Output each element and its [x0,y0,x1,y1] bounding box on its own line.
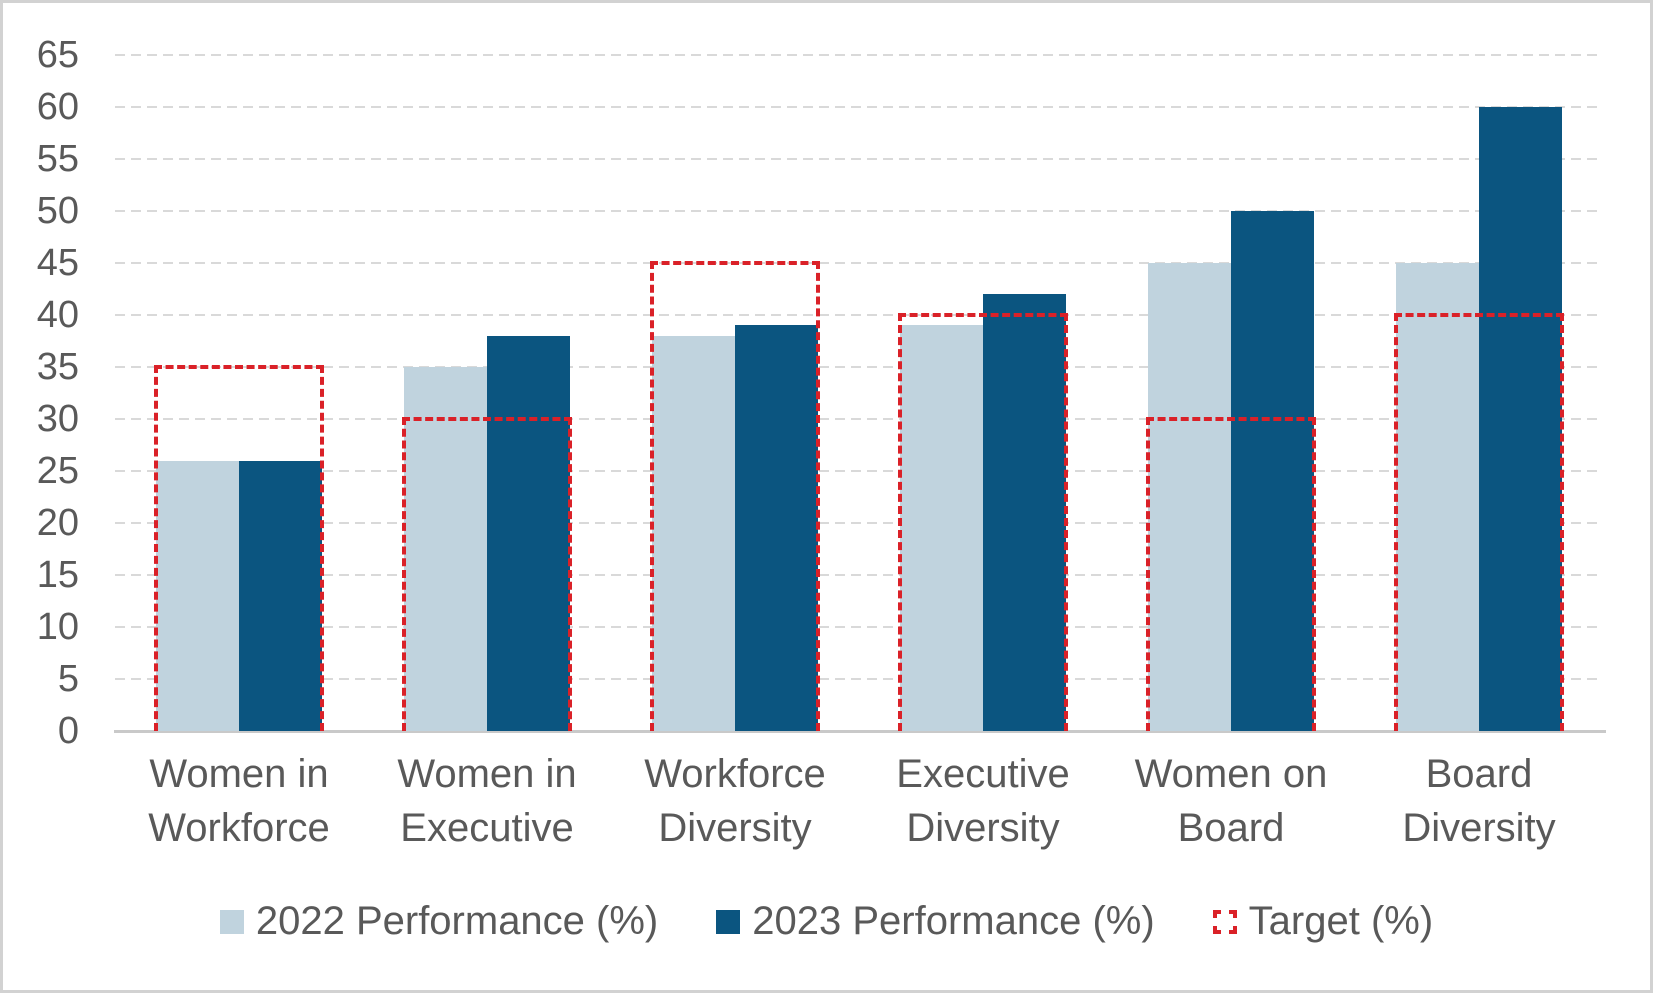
legend-label-target: Target (%) [1248,899,1434,943]
legend-item-target: Target (%) [1212,899,1434,944]
category-label-line2: Board [1177,806,1285,850]
bar-2023 [1231,211,1314,731]
gridline [115,314,1603,316]
category-label-line1: Executive [896,752,1070,796]
legend-item-2022: 2022 Performance (%) [219,899,659,944]
y-axis-tick-label: 5 [57,658,79,700]
bar-2023 [487,335,570,731]
y-axis-tick-label: 45 [36,242,79,284]
target-outline [1394,313,1564,731]
gridline [115,366,1603,368]
gridline [115,574,1603,576]
gridline [115,522,1603,524]
y-axis-tick-label: 40 [36,294,79,336]
category-label-line1: Women in [149,752,329,796]
target-outline [650,261,820,731]
category-label: Workforce Diversity [595,747,875,855]
category-label-line2: Diversity [1402,806,1556,850]
gridline [115,678,1603,680]
gridline [115,626,1603,628]
bar-2022 [900,325,983,731]
category-label-line2: Workforce [148,806,330,850]
target-outline [898,313,1068,731]
bar-2023 [983,294,1066,731]
category-label-line2: Executive [400,806,574,850]
bar-2022 [404,367,487,731]
category-label: Women in Executive [347,747,627,855]
category-label: Board Diversity [1339,747,1619,855]
legend-swatch-2023-icon [716,909,741,934]
y-axis-tick-label: 65 [36,34,79,76]
bar-2023 [735,325,818,731]
y-axis-tick-label: 15 [36,554,79,596]
category-label: Executive Diversity [843,747,1123,855]
legend-label-2023: 2023 Performance (%) [752,899,1155,943]
y-axis-tick-label: 0 [57,710,79,752]
bar-2022 [1396,263,1479,731]
x-axis-line [114,730,1606,733]
category-label: Women in Workforce [99,747,379,855]
target-outline [1146,417,1316,731]
bar-2022 [156,460,239,731]
y-axis-tick-label: 30 [36,398,79,440]
y-axis-tick-label: 10 [36,606,79,648]
gridline [115,54,1603,56]
category-label-line2: Diversity [658,806,812,850]
gridline [115,210,1603,212]
category-label: Women on Board [1091,747,1371,855]
y-axis-tick-label: 60 [36,86,79,128]
legend: 2022 Performance (%) 2023 Performance (%… [3,899,1650,944]
y-axis-tick-label: 25 [36,450,79,492]
target-outline [402,417,572,731]
legend-label-2022: 2022 Performance (%) [255,899,659,943]
y-axis-tick-label: 35 [36,346,79,388]
gridline [115,158,1603,160]
legend-swatch-2022-icon [219,909,244,934]
gridline [115,262,1603,264]
gridline [115,418,1603,420]
y-axis-tick-label: 55 [36,138,79,180]
category-label-line2: Diversity [906,806,1060,850]
bar-2022 [1148,263,1231,731]
category-label-line1: Women in [397,752,577,796]
target-outline [154,365,324,731]
bar-2022 [652,335,735,731]
bar-2023 [239,460,322,731]
legend-swatch-target-icon [1212,909,1237,934]
category-label-line1: Board [1425,752,1533,796]
y-axis-tick-label: 20 [36,502,79,544]
category-label-line1: Women on [1134,752,1328,796]
category-label-line1: Workforce [644,752,826,796]
gridline [115,106,1603,108]
y-axis-tick-label: 50 [36,190,79,232]
gridline [115,470,1603,472]
legend-item-2023: 2023 Performance (%) [716,899,1155,944]
bar-2023 [1479,107,1562,731]
